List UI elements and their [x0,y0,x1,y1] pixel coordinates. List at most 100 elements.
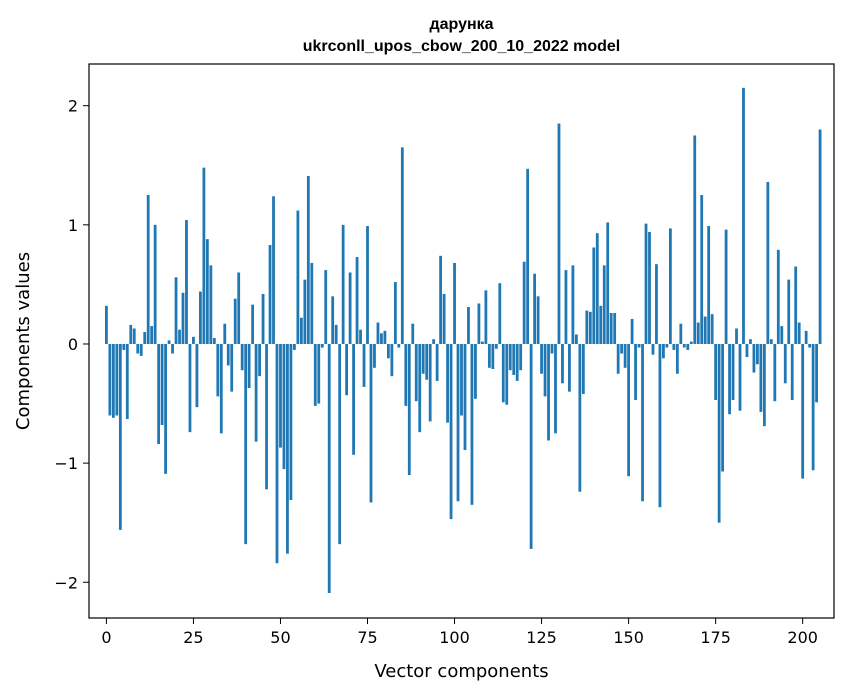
bar-118 [515,343,519,381]
bar-89 [414,343,418,402]
bar-186 [752,343,756,373]
bar-166 [682,343,686,348]
bar-109 [484,290,488,344]
bar-32 [216,343,220,397]
bar-112 [494,343,498,349]
x-tick-label: 25 [183,628,203,647]
bar-110 [487,343,491,368]
bar-76 [369,343,373,503]
bar-96 [439,255,443,344]
bar-172 [703,316,707,344]
bar-183 [742,87,745,344]
bar-155 [644,223,648,344]
bar-33 [219,343,223,434]
bar-51 [282,343,286,470]
bar-147 [616,343,620,374]
bar-132 [564,270,568,344]
bar-168 [689,341,693,344]
bar-167 [686,343,690,350]
bar-94 [432,339,436,344]
bar-201 [804,330,808,344]
bar-111 [491,343,495,369]
bar-154 [641,343,644,502]
bar-36 [230,343,234,392]
bar-171 [700,195,704,344]
bar-98 [446,343,449,423]
bar-35 [226,343,230,366]
y-tick-label: −1 [54,454,78,473]
bar-193 [776,249,780,344]
bar-10 [139,343,143,356]
bar-149 [623,343,627,368]
bar-97 [442,293,446,344]
y-axis-label: Components values [13,252,34,430]
bar-52 [286,343,289,554]
bar-59 [310,262,314,344]
bar-27 [199,291,202,344]
bar-13 [150,326,154,344]
x-axis-label: Vector components [374,661,548,682]
bar-74 [362,343,366,387]
x-tick-label: 150 [613,628,644,647]
bar-184 [745,343,749,358]
bar-182 [738,343,742,411]
bar-21 [178,329,181,344]
bar-37 [233,298,237,344]
bar-162 [668,228,672,344]
bar-6 [125,343,129,420]
bar-44 [258,343,261,377]
bar-41 [247,343,251,389]
bar-67 [338,343,342,545]
bar-105 [470,343,474,505]
bar-176 [717,343,721,523]
bar-198 [794,266,798,344]
bar-173 [707,226,711,344]
bar-15 [157,343,161,445]
bar-78 [376,322,380,344]
y-tick-label: 0 [68,335,78,354]
bar-191 [769,339,773,344]
bar-18 [167,340,171,344]
bar-185 [749,339,752,344]
bar-73 [359,329,362,344]
bar-103 [463,343,467,451]
x-axis-ticks: 0 25 50 75 100 125 150 175 200 [101,618,818,647]
bar-64 [327,343,331,593]
bar-101 [456,343,460,502]
bar-123 [533,273,536,344]
bar-141 [595,233,599,344]
bar-138 [585,310,589,344]
bar-84 [397,343,401,348]
bar-106 [474,343,477,399]
bar-60 [313,343,317,406]
bar-142 [599,305,603,344]
bar-47 [268,245,272,344]
bar-77 [373,343,376,368]
bar-151 [630,318,634,344]
bar-124 [536,296,540,344]
bar-53 [289,343,293,501]
chart-title-line2: ukrconll_upos_cbow_200_10_2022 model [303,38,620,55]
y-tick-label: −2 [54,573,78,592]
bar-79 [380,333,383,344]
bar-150 [627,343,630,477]
bar-108 [481,341,484,344]
bar-3 [115,343,119,416]
bar-88 [411,323,415,344]
x-tick-label: 75 [357,628,377,647]
bar-122 [529,343,533,549]
bar-42 [251,304,255,344]
bar-189 [762,343,766,427]
bar-177 [721,343,724,472]
bar-71 [352,343,355,455]
bar-22 [181,292,185,344]
bar-48 [272,196,275,344]
bar-159 [658,343,662,508]
bar-143 [602,265,606,344]
x-tick-label: 200 [787,628,818,647]
bar-87 [407,343,411,476]
bar-95 [435,343,439,381]
bar-12 [146,195,150,344]
bar-180 [731,343,735,400]
